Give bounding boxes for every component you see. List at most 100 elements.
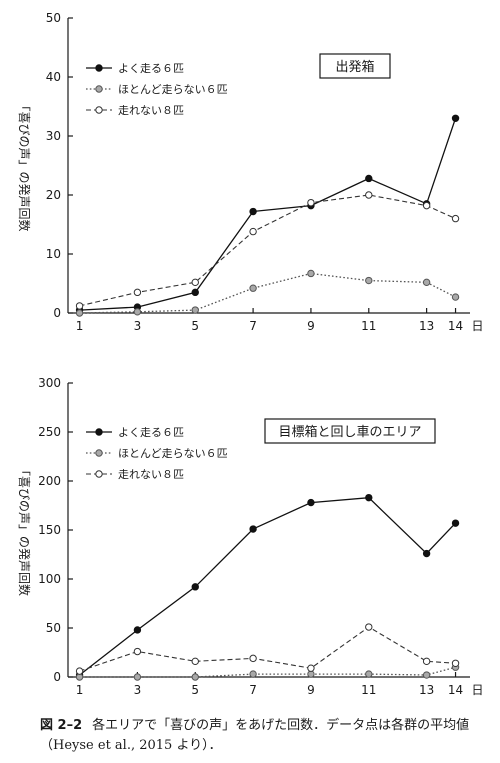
y-tick-label: 200: [38, 474, 61, 488]
x-tick-label: 14: [448, 319, 463, 333]
y-tick-label: 40: [46, 70, 61, 84]
legend-marker: [95, 428, 103, 436]
legend-marker: [95, 449, 103, 457]
x-tick-label: 11: [361, 319, 376, 333]
x-tick-label: 9: [307, 683, 315, 697]
data-point: [133, 647, 142, 656]
y-tick-label: 150: [38, 523, 61, 537]
data-point: [133, 308, 142, 316]
data-point: [422, 549, 431, 558]
x-tick-label: 13: [419, 319, 434, 333]
data-point: [133, 673, 142, 681]
x-tick-label: 11: [361, 683, 376, 697]
data-point: [249, 284, 257, 292]
data-point: [75, 667, 84, 675]
panel-label: 出発箱: [335, 59, 374, 75]
data-point: [451, 293, 460, 301]
panel-label-box: [264, 418, 436, 444]
legend-label: 走れない８匹: [118, 104, 184, 117]
x-unit-label: 日: [472, 319, 484, 333]
legend-label: よく走る６匹: [118, 62, 184, 75]
data-point: [249, 525, 257, 533]
data-point: [75, 309, 84, 317]
data-point: [451, 214, 460, 223]
series-line: [79, 497, 456, 676]
y-tick-label: 50: [46, 621, 61, 635]
data-point: [365, 174, 373, 183]
data-point: [422, 278, 431, 287]
data-point: [191, 673, 199, 681]
data-point: [365, 191, 373, 199]
y-tick-label: 10: [46, 247, 61, 261]
data-point: [307, 664, 315, 672]
data-point: [249, 670, 257, 678]
figure-label: 図 2–2: [40, 718, 83, 733]
legend-marker: [95, 64, 103, 72]
series-line: [79, 118, 457, 311]
y-tick-label: 50: [46, 11, 61, 25]
x-tick-label: 3: [134, 319, 142, 333]
legend-marker: [95, 85, 103, 93]
data-point: [249, 207, 257, 216]
data-point: [365, 276, 373, 285]
y-tick-label: 30: [46, 129, 61, 143]
data-point: [365, 670, 373, 678]
data-point: [75, 302, 84, 310]
data-point: [191, 306, 199, 314]
y-tick-label: 300: [38, 376, 61, 390]
x-tick-label: 5: [191, 319, 199, 333]
data-point: [307, 498, 315, 507]
data-point: [451, 114, 460, 123]
x-tick-label: 13: [419, 683, 434, 697]
data-point: [133, 626, 142, 634]
x-tick-label: 3: [134, 683, 142, 697]
series-line: [79, 666, 456, 678]
legend-marker: [95, 106, 103, 114]
y-tick-label: 100: [38, 572, 61, 586]
data-point: [422, 671, 431, 679]
data-point: [191, 288, 199, 297]
data-point: [307, 269, 315, 278]
data-point: [451, 659, 460, 667]
series-line: [79, 194, 456, 307]
data-point: [422, 657, 431, 666]
data-point: [365, 493, 373, 502]
series-line: [79, 626, 456, 672]
panel-label: 目標箱と回し車のエリア: [278, 424, 421, 440]
caption-text: 各エリアで「喜びの声」をあげた回数．データ点は各群の平均値（Heyse et a…: [40, 718, 470, 753]
x-tick-label: 14: [448, 683, 463, 697]
x-tick-label: 1: [76, 683, 84, 697]
x-tick-label: 1: [76, 319, 84, 333]
y-tick-label: 0: [53, 670, 61, 684]
y-tick-label: 250: [38, 425, 61, 439]
x-tick-label: 7: [249, 683, 257, 697]
y-axis-label: 「喜びの声」の発声回数: [17, 99, 32, 231]
data-point: [249, 227, 257, 236]
x-tick-label: 5: [191, 683, 199, 697]
data-point: [422, 201, 431, 210]
legend-marker: [95, 470, 103, 478]
data-point: [191, 583, 199, 591]
data-point: [365, 623, 373, 631]
data-point: [451, 519, 460, 527]
x-tick-label: 9: [307, 319, 315, 333]
data-point: [249, 654, 257, 663]
data-point: [191, 278, 199, 287]
y-axis-label: 「喜びの声」の発声回数: [17, 464, 32, 596]
x-unit-label: 日: [472, 683, 484, 697]
legend-label: よく走る６匹: [118, 426, 184, 439]
data-point: [191, 657, 199, 666]
y-tick-label: 20: [46, 188, 61, 202]
x-tick-label: 7: [249, 319, 257, 333]
data-point: [307, 198, 315, 207]
panel-label-box: [319, 53, 391, 79]
legend-label: ほとんど走らない６匹: [118, 447, 228, 460]
data-point: [133, 288, 142, 297]
legend-label: 走れない８匹: [118, 468, 184, 481]
legend-label: ほとんど走らない６匹: [118, 83, 228, 96]
y-tick-label: 0: [53, 306, 61, 320]
figure-caption: 図 2–2 各エリアで「喜びの声」をあげた回数．データ点は各群の平均値（Heyse…: [40, 716, 480, 756]
